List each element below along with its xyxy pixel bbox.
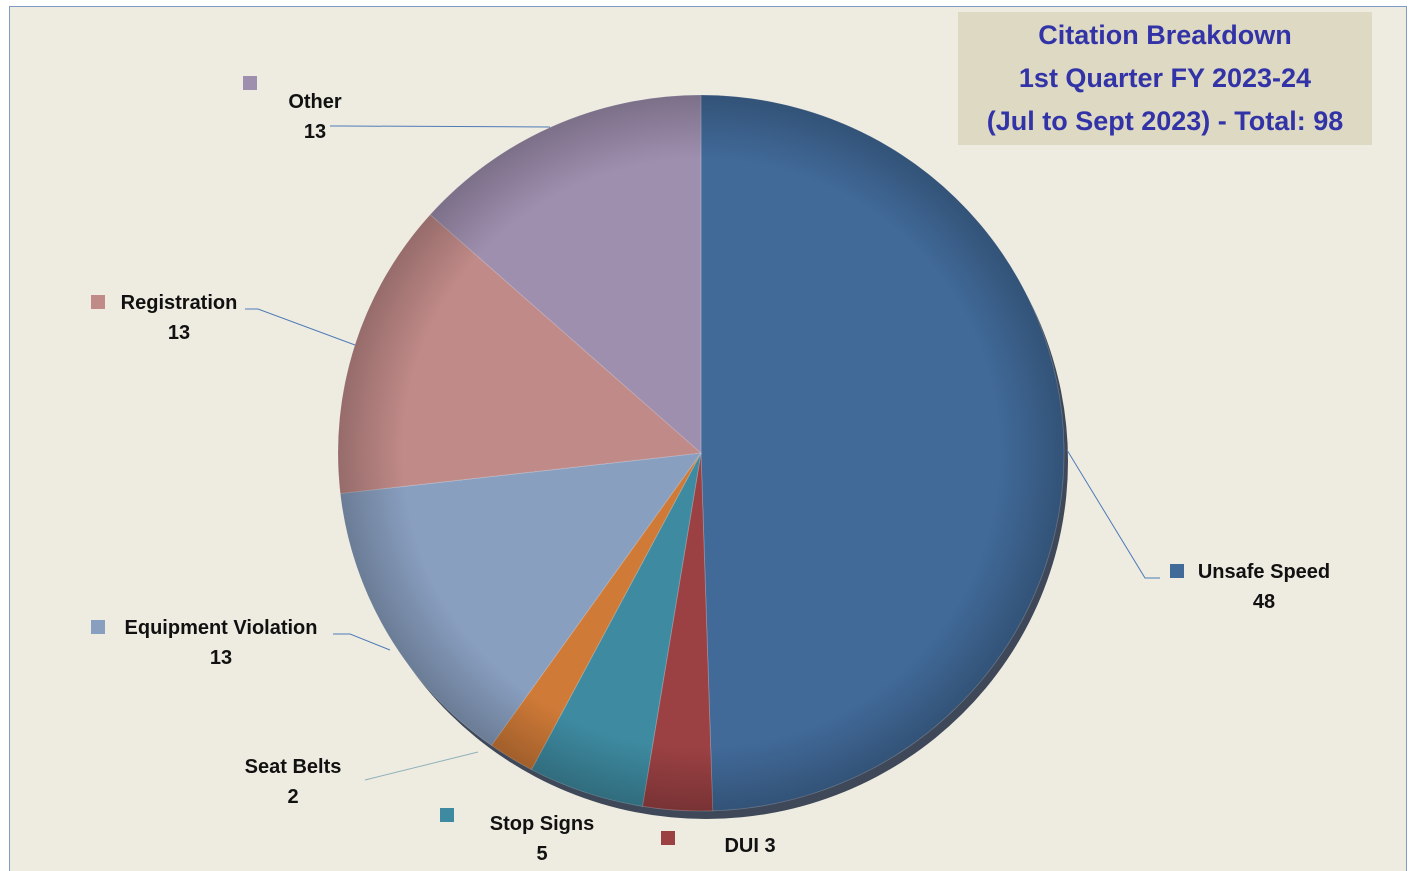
legend-marker-equipment-violation (91, 620, 105, 634)
pie-edge-shade (338, 95, 1064, 811)
data-value-registration: 13 (168, 322, 190, 344)
data-label-unsafe-speed: Unsafe Speed (1198, 561, 1330, 583)
chart-title-line-3: (Jul to Sept 2023) - Total: 98 (986, 106, 1344, 136)
data-value-stop-signs: 5 (536, 843, 547, 865)
data-value-unsafe-speed: 48 (1253, 591, 1275, 613)
data-value-other: 13 (304, 121, 326, 143)
legend-marker-dui (661, 831, 675, 845)
data-label-stop-signs: Stop Signs (490, 813, 594, 835)
data-label-other: Other (288, 91, 342, 113)
data-label-dui: DUI 3 (724, 835, 775, 857)
data-label-equipment-violation: Equipment Violation (125, 617, 318, 639)
legend-marker-other (243, 76, 257, 90)
leader-line-other (330, 125, 551, 128)
data-label-seat-belts: Seat Belts (245, 756, 342, 778)
legend-marker-registration (91, 295, 105, 309)
chart-title: Citation Breakdown 1st Quarter FY 2023-2… (958, 12, 1372, 145)
chart-title-line-2: 1st Quarter FY 2023-24 (1018, 63, 1312, 93)
data-label-registration: Registration (121, 292, 238, 314)
data-value-seat-belts: 2 (287, 786, 298, 808)
leader-line-unsafe-speed (1066, 449, 1160, 579)
leader-line-equipment-violation (333, 633, 391, 651)
data-value-equipment-violation: 13 (210, 647, 232, 669)
legend-marker-unsafe-speed (1170, 564, 1184, 578)
leader-line-registration (245, 308, 356, 346)
legend-marker-stop-signs (440, 808, 454, 822)
chart-title-line-1: Citation Breakdown (1038, 20, 1292, 50)
leader-line-seat-belts (364, 751, 479, 781)
